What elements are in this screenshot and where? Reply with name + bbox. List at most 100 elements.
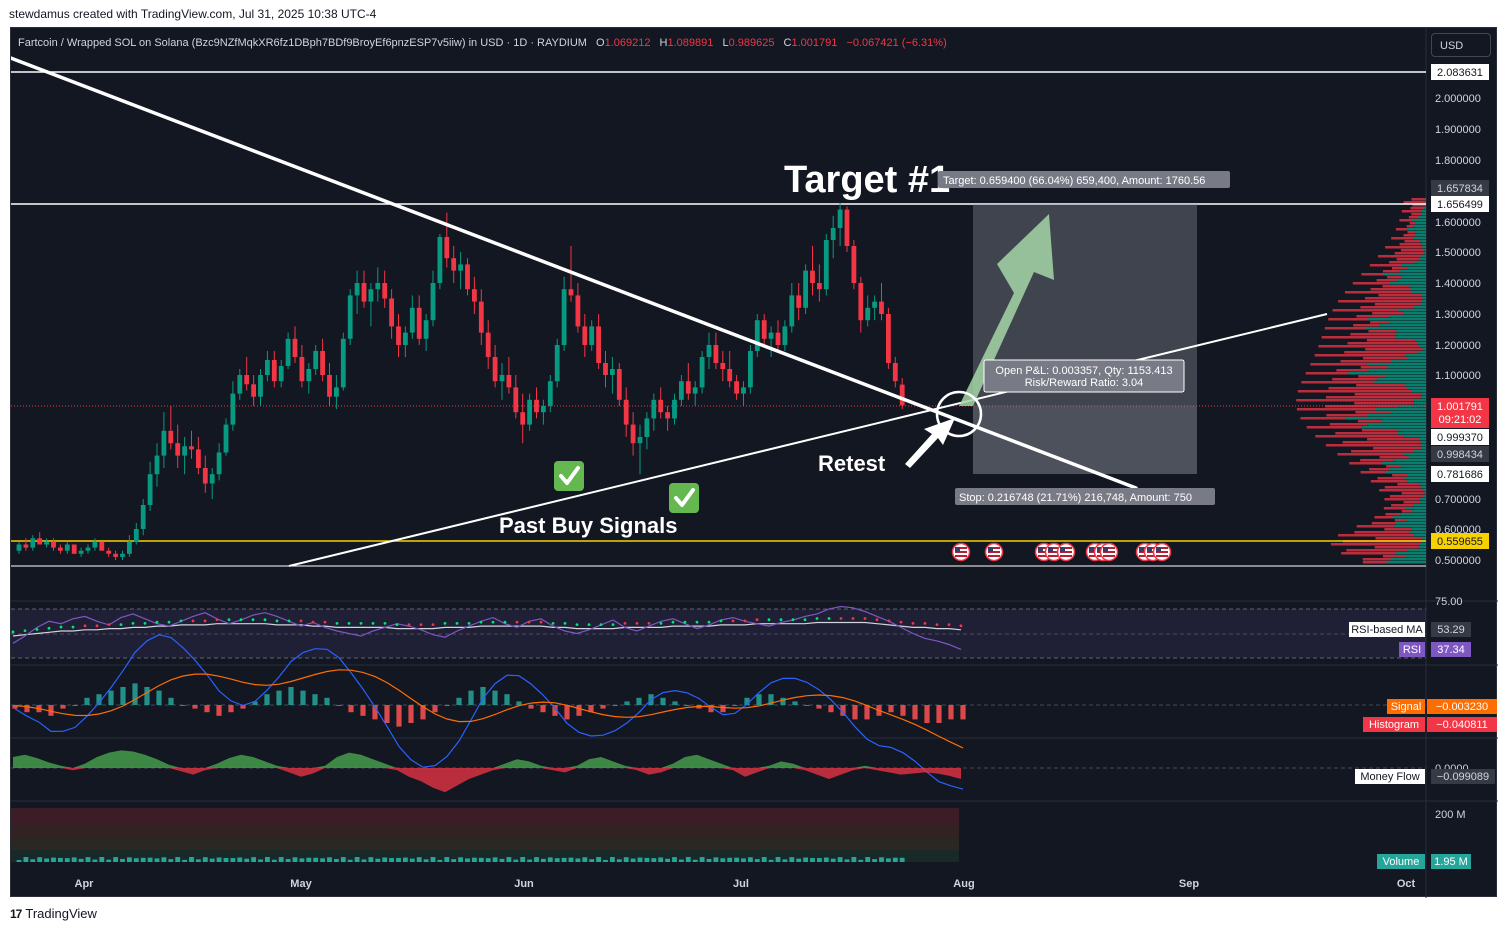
volume-profile-sell <box>1401 210 1421 213</box>
price-axis-tick: 1.900000 <box>1435 124 1481 136</box>
volume-profile-sell <box>1318 345 1420 348</box>
price-axis[interactable]: 2.000000 1.900000 1.800000 1.600000 1.500000… <box>1435 93 1481 567</box>
macd-histogram-bar <box>936 705 942 723</box>
past-buy-signals-label: Past Buy Signals <box>499 513 678 538</box>
volume-profile-buy <box>1402 453 1426 456</box>
candle-body <box>692 387 698 394</box>
volume-profile-buy <box>1367 414 1426 417</box>
volume-profile-sell <box>1360 471 1386 474</box>
currency-button[interactable]: USD <box>1431 33 1491 57</box>
rsi-signal-dot <box>899 620 903 624</box>
volume-axis-tick: 200 M <box>1435 809 1466 821</box>
volume-profile-buy <box>1386 561 1426 564</box>
volume-profile-buy <box>1424 492 1426 495</box>
volume-profile-sell <box>1356 384 1405 387</box>
volume-bar <box>368 857 374 862</box>
volume-bar <box>782 859 788 862</box>
candle-body <box>175 443 181 456</box>
volume-profile-buy <box>1405 507 1426 510</box>
volume-bar <box>741 858 746 862</box>
us-flag-icon[interactable] <box>1099 542 1119 562</box>
volume-profile-sell <box>1328 387 1408 390</box>
volume-bar <box>375 858 381 862</box>
volume-profile-sell <box>1377 255 1421 258</box>
price-badge-4: 0.781686 <box>1431 466 1489 482</box>
buy-signal-check-1[interactable] <box>554 461 584 491</box>
chart-canvas[interactable]: Target #1 Target: 0.659400 (66.04%) 659,… <box>6 28 1498 898</box>
volume-bar <box>734 857 739 862</box>
volume-bar <box>658 857 664 862</box>
svg-text:1.656499: 1.656499 <box>1437 199 1483 211</box>
volume-profile-sell <box>1366 339 1416 342</box>
volume-profile-sell <box>1367 438 1420 441</box>
price-axis-tick: 1.100000 <box>1435 370 1481 382</box>
volume-bar <box>64 858 70 862</box>
candle-body <box>368 289 374 302</box>
volume-profile-buy <box>1422 537 1426 540</box>
us-flag-icon[interactable] <box>984 542 1004 562</box>
volume-profile-sell <box>1365 348 1423 351</box>
volume-profile-sell <box>1360 366 1388 369</box>
volume-profile-sell <box>1297 390 1413 393</box>
candle-body <box>182 446 187 456</box>
volume-bar <box>113 857 118 862</box>
volume-profile-sell <box>1391 504 1414 507</box>
candle-body <box>168 430 174 444</box>
candle-body <box>216 452 222 475</box>
retest-circle[interactable] <box>935 390 983 438</box>
candle-body <box>223 424 229 453</box>
descending-trendline[interactable] <box>6 55 1138 490</box>
time-axis[interactable]: Apr May Jun Jul Aug Sep Oct <box>75 878 1416 890</box>
candle-body <box>120 553 125 557</box>
volume-profile-sell <box>1314 354 1406 357</box>
volume-profile-sell <box>1370 480 1408 483</box>
us-flag-icon[interactable] <box>1056 542 1076 562</box>
volume-bar <box>265 857 270 862</box>
volume-profile-buy <box>1367 423 1426 426</box>
rsi-line[interactable] <box>12 605 962 650</box>
volume-bar <box>196 859 201 862</box>
volume-profile-buy <box>1391 360 1426 363</box>
macd-histogram-bar <box>240 705 246 709</box>
volume-profile-sell <box>1401 510 1413 513</box>
volume-profile-sell <box>1347 342 1419 345</box>
economic-event-flags[interactable] <box>951 542 1172 562</box>
volume-profile-buy <box>1396 330 1426 333</box>
ascending-trendline[interactable] <box>288 313 1328 567</box>
volume-profile-sell <box>1389 495 1424 498</box>
rsi-signal-dot <box>479 620 483 624</box>
candle-body <box>258 375 263 397</box>
candle-body <box>561 289 567 345</box>
us-flag-icon[interactable] <box>1152 542 1172 562</box>
us-flag-icon[interactable] <box>951 542 971 562</box>
volume-bar <box>216 857 222 862</box>
rsi-signal-dot <box>35 628 39 631</box>
volume-profile-buy <box>1385 471 1426 474</box>
macd-histogram-bar <box>768 694 774 705</box>
candle-body <box>658 399 664 413</box>
volume-bar <box>858 859 864 862</box>
macd-signal-line[interactable] <box>14 669 964 749</box>
volume-profile-sell <box>1389 261 1415 264</box>
macd-histogram-bar <box>492 690 498 705</box>
volume-profile-buy <box>1415 231 1426 234</box>
volume-profile-buy <box>1390 411 1426 414</box>
price-axis-tick: 1.500000 <box>1435 247 1481 259</box>
volume-bar <box>499 858 505 862</box>
chart-frame[interactable]: Target #1 Target: 0.659400 (66.04%) 659,… <box>6 27 1498 898</box>
candle-body <box>665 412 670 419</box>
volume-bar <box>547 857 553 862</box>
price-axis-tick: 1.200000 <box>1435 340 1481 352</box>
volume-bar <box>534 857 539 862</box>
tradingview-logo-icon: 17 <box>10 906 22 921</box>
rsi-legend: RSI 37.34 <box>1399 642 1471 657</box>
svg-text:−0.099089: −0.099089 <box>1437 771 1489 783</box>
candle-body <box>423 320 429 339</box>
volume-profile-sell <box>1408 216 1419 219</box>
volume-profile-buy <box>1414 234 1426 237</box>
macd-line[interactable] <box>14 634 964 790</box>
rsi-signal-dot <box>419 623 423 626</box>
buy-signal-check-2[interactable] <box>669 483 699 513</box>
volume-profile-buy <box>1400 465 1426 468</box>
volume-profile-buy <box>1400 513 1426 516</box>
